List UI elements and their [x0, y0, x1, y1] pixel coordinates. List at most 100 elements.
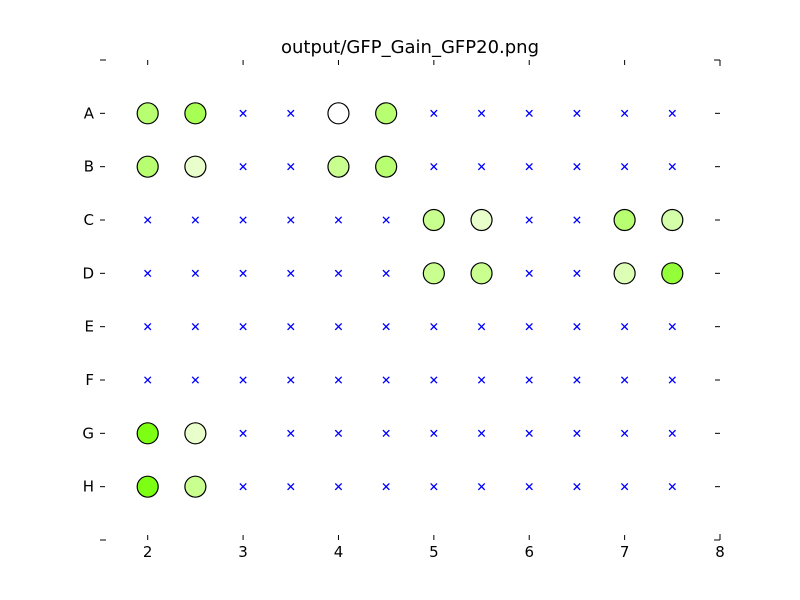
well-marker-empty [620, 376, 629, 384]
well-marker-empty [287, 376, 295, 384]
well-marker-empty [477, 483, 486, 491]
well-marker-empty [191, 323, 200, 331]
well-marker-filled [327, 155, 350, 178]
well-marker-empty [668, 109, 676, 117]
well-marker-empty [382, 483, 390, 491]
well-marker-empty [668, 163, 676, 171]
row-label-C: C [84, 211, 94, 229]
well-marker-empty [477, 163, 486, 171]
well-marker-empty [382, 216, 390, 224]
well-marker-empty [287, 429, 295, 437]
well-marker-empty [334, 269, 343, 277]
x-tick-label: 4 [334, 543, 344, 561]
well-marker-empty [144, 269, 152, 277]
well-marker-filled [184, 102, 207, 125]
well-marker-filled [184, 475, 207, 498]
well-marker-empty [477, 109, 486, 117]
well-marker-empty [191, 269, 200, 277]
row-label-F: F [85, 371, 94, 389]
well-marker-empty [144, 323, 152, 331]
well-marker-filled [136, 422, 159, 445]
well-marker-empty [239, 216, 247, 224]
well-marker-empty [573, 323, 581, 331]
well-marker-empty [573, 163, 581, 171]
well-marker-filled [422, 262, 445, 285]
well-marker-empty [239, 163, 247, 171]
well-marker-empty [668, 376, 676, 384]
well-marker-empty [668, 483, 676, 491]
well-marker-empty [668, 429, 676, 437]
plot-marks [136, 102, 684, 498]
well-marker-empty [620, 109, 629, 117]
well-marker-empty [477, 429, 486, 437]
well-marker-filled [327, 102, 350, 125]
well-marker-empty [430, 483, 438, 491]
well-marker-empty [239, 483, 247, 491]
well-marker-empty [334, 429, 343, 437]
well-marker-empty [287, 216, 295, 224]
well-marker-empty [620, 429, 629, 437]
well-marker-empty [525, 323, 533, 331]
well-marker-empty [620, 323, 629, 331]
well-marker-empty [573, 216, 581, 224]
well-marker-empty [477, 376, 486, 384]
well-marker-empty [525, 483, 533, 491]
well-marker-filled [470, 262, 493, 285]
well-marker-filled [184, 155, 207, 178]
well-marker-empty [287, 269, 295, 277]
row-label-E: E [85, 318, 94, 336]
well-marker-empty [382, 323, 390, 331]
well-marker-filled [375, 102, 398, 125]
well-marker-empty [287, 323, 295, 331]
well-marker-empty [287, 109, 295, 117]
well-marker-empty [573, 109, 581, 117]
well-marker-empty [620, 163, 629, 171]
well-marker-empty [239, 376, 247, 384]
well-marker-empty [525, 429, 533, 437]
well-marker-empty [525, 163, 533, 171]
well-marker-filled [136, 102, 159, 125]
well-marker-empty [573, 269, 581, 277]
x-tick-label: 8 [715, 543, 725, 561]
x-axis-ticks: 2 3 4 5 6 7 8 [143, 60, 725, 561]
well-marker-empty [430, 163, 438, 171]
chart-title: output/GFP_Gain_GFP20.png [281, 37, 539, 58]
x-tick-label: 6 [524, 543, 534, 561]
well-marker-empty [525, 109, 533, 117]
well-marker-filled [661, 208, 684, 232]
well-marker-empty [334, 216, 343, 224]
well-marker-filled [184, 422, 207, 445]
axes-frame [100, 59, 721, 541]
well-marker-filled [613, 262, 636, 285]
x-tick-label: 2 [143, 543, 153, 561]
x-tick-label: 5 [429, 543, 439, 561]
well-marker-empty [239, 429, 247, 437]
well-marker-empty [573, 429, 581, 437]
well-marker-empty [239, 109, 247, 117]
row-label-H: H [83, 478, 94, 496]
well-marker-filled [422, 208, 445, 232]
well-marker-empty [477, 323, 486, 331]
well-marker-empty [239, 323, 247, 331]
well-marker-filled [613, 208, 636, 232]
row-label-B: B [84, 158, 94, 176]
well-marker-empty [144, 376, 152, 384]
well-marker-empty [382, 269, 390, 277]
well-marker-filled [661, 262, 684, 285]
well-marker-empty [382, 376, 390, 384]
well-marker-empty [334, 483, 343, 491]
well-marker-empty [525, 376, 533, 384]
x-tick-label: 3 [238, 543, 248, 561]
well-marker-filled [470, 208, 493, 232]
well-marker-empty [382, 429, 390, 437]
well-marker-empty [573, 376, 581, 384]
well-marker-empty [334, 323, 343, 331]
row-label-A: A [84, 104, 95, 122]
well-marker-empty [430, 323, 438, 331]
well-marker-filled [375, 155, 398, 178]
well-marker-empty [430, 376, 438, 384]
well-marker-empty [191, 376, 200, 384]
well-marker-empty [525, 269, 533, 277]
